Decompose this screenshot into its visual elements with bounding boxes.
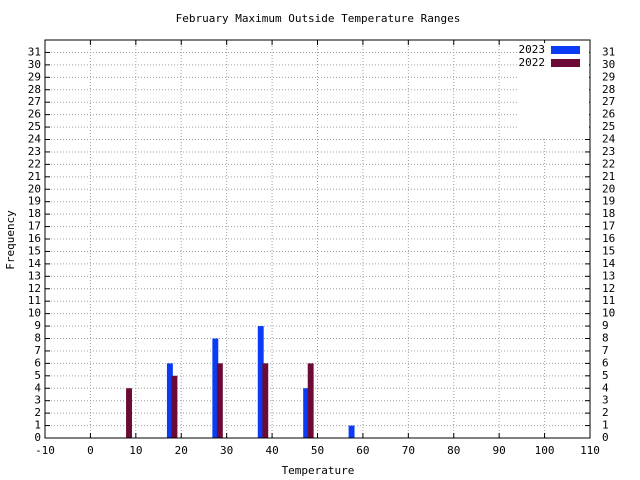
y-tick-label: 6 bbox=[34, 356, 41, 369]
y2-tick-label: 20 bbox=[602, 182, 615, 195]
legend-label: 2023 bbox=[519, 43, 546, 56]
bar bbox=[262, 363, 269, 438]
y2-tick-label: 25 bbox=[602, 120, 615, 133]
bar bbox=[348, 425, 355, 438]
y2-tick-label: 15 bbox=[602, 244, 615, 257]
y-tick-label: 12 bbox=[28, 282, 41, 295]
x-tick-label: -10 bbox=[35, 444, 55, 457]
y2-tick-label: 11 bbox=[602, 294, 615, 307]
x-tick-label: 100 bbox=[535, 444, 555, 457]
y2-tick-label: 28 bbox=[602, 83, 615, 96]
y-tick-label: 19 bbox=[28, 195, 41, 208]
y2-tick-label: 2 bbox=[602, 406, 609, 419]
y2-tick-label: 24 bbox=[602, 133, 616, 146]
y-tick-label: 16 bbox=[28, 232, 41, 245]
y2-tick-label: 1 bbox=[602, 419, 609, 432]
y-tick-label: 13 bbox=[28, 269, 41, 282]
x-tick-label: 60 bbox=[356, 444, 369, 457]
y-tick-label: 5 bbox=[34, 369, 41, 382]
y-tick-label: 8 bbox=[34, 332, 41, 345]
y2-tick-label: 7 bbox=[602, 344, 609, 357]
y-tick-label: 10 bbox=[28, 307, 41, 320]
y-tick-label: 1 bbox=[34, 419, 41, 432]
x-tick-label: 40 bbox=[265, 444, 278, 457]
y2-tick-label: 13 bbox=[602, 269, 615, 282]
y2-tick-label: 22 bbox=[602, 157, 615, 170]
bar bbox=[307, 363, 314, 438]
legend-label: 2022 bbox=[519, 56, 546, 69]
y-tick-label: 9 bbox=[34, 319, 41, 332]
plot-border bbox=[44, 39, 591, 439]
y2-tick-label: 14 bbox=[602, 257, 616, 270]
x-tick-label: 90 bbox=[493, 444, 506, 457]
bar bbox=[126, 388, 132, 438]
y2-tick-label: 21 bbox=[602, 170, 615, 183]
x-axis-label: Temperature bbox=[282, 464, 355, 477]
y2-tick-label: 9 bbox=[602, 319, 609, 332]
y2-tick-label: 30 bbox=[602, 58, 615, 71]
y2-tick-label: 16 bbox=[602, 232, 615, 245]
chart-title: February Maximum Outside Temperature Ran… bbox=[176, 12, 461, 25]
y2-tick-label: 8 bbox=[602, 332, 609, 345]
y2-tick-label: 4 bbox=[602, 381, 609, 394]
bar bbox=[257, 326, 264, 438]
y-tick-label: 21 bbox=[28, 170, 41, 183]
bar bbox=[166, 363, 173, 438]
bar bbox=[216, 363, 223, 438]
x-tick-label: 10 bbox=[129, 444, 142, 457]
bar bbox=[171, 375, 178, 438]
x-tick-label: 110 bbox=[580, 444, 600, 457]
y-tick-label: 17 bbox=[28, 220, 41, 233]
y-tick-label: 24 bbox=[28, 133, 42, 146]
y-tick-label: 27 bbox=[28, 95, 41, 108]
y-tick-label: 3 bbox=[34, 394, 41, 407]
x-tick-label: 30 bbox=[220, 444, 233, 457]
y-tick-label: 31 bbox=[28, 45, 41, 58]
legend-background bbox=[518, 43, 589, 137]
y-tick-label: 4 bbox=[34, 381, 41, 394]
x-tick-label: 20 bbox=[175, 444, 188, 457]
legend-swatch bbox=[551, 59, 580, 67]
y2-tick-label: 6 bbox=[602, 356, 609, 369]
y2-tick-label: 23 bbox=[602, 145, 615, 158]
y-tick-label: 28 bbox=[28, 83, 41, 96]
bar bbox=[212, 338, 219, 438]
y2-tick-label: 18 bbox=[602, 207, 615, 220]
y2-tick-label: 17 bbox=[602, 220, 615, 233]
y-tick-label: 29 bbox=[28, 70, 41, 83]
y-tick-label: 14 bbox=[28, 257, 42, 270]
y-tick-label: 26 bbox=[28, 108, 41, 121]
y-tick-label: 25 bbox=[28, 120, 41, 133]
y-tick-label: 2 bbox=[34, 406, 41, 419]
y2-tick-label: 19 bbox=[602, 195, 615, 208]
y2-tick-label: 3 bbox=[602, 394, 609, 407]
y-tick-label: 20 bbox=[28, 182, 41, 195]
y2-tick-label: 12 bbox=[602, 282, 615, 295]
y-tick-label: 7 bbox=[34, 344, 41, 357]
x-tick-label: 50 bbox=[311, 444, 324, 457]
y2-tick-label: 26 bbox=[602, 108, 615, 121]
y-axis-label: Frequency bbox=[4, 210, 17, 270]
x-tick-label: 70 bbox=[402, 444, 415, 457]
y2-tick-label: 29 bbox=[602, 70, 615, 83]
y-tick-label: 15 bbox=[28, 244, 41, 257]
y-tick-label: 11 bbox=[28, 294, 41, 307]
y2-tick-label: 27 bbox=[602, 95, 615, 108]
x-tick-label: 0 bbox=[87, 444, 94, 457]
y2-tick-label: 0 bbox=[602, 431, 609, 444]
x-tick-label: 80 bbox=[447, 444, 460, 457]
y-tick-label: 22 bbox=[28, 157, 41, 170]
y-tick-label: 23 bbox=[28, 145, 41, 158]
legend-swatch bbox=[551, 46, 580, 54]
y-tick-label: 30 bbox=[28, 58, 41, 71]
y2-tick-label: 5 bbox=[602, 369, 609, 382]
y-tick-label: 0 bbox=[34, 431, 41, 444]
bar bbox=[303, 388, 310, 438]
y2-tick-label: 10 bbox=[602, 307, 615, 320]
y-tick-label: 18 bbox=[28, 207, 41, 220]
y2-tick-label: 31 bbox=[602, 45, 615, 58]
